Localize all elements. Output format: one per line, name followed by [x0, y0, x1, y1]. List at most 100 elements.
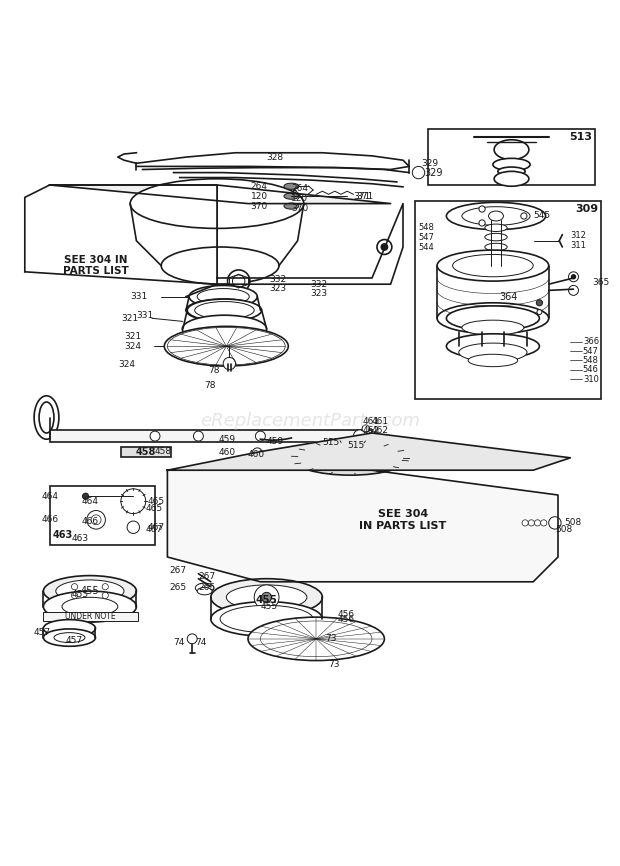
Text: 548: 548 — [418, 223, 435, 232]
Ellipse shape — [189, 286, 257, 307]
Ellipse shape — [130, 178, 304, 229]
Circle shape — [254, 585, 279, 610]
Text: 364: 364 — [499, 292, 518, 301]
Ellipse shape — [329, 451, 372, 464]
Bar — [121, 447, 170, 457]
Text: 466: 466 — [82, 516, 99, 526]
Text: 329: 329 — [425, 168, 443, 178]
Text: 324: 324 — [124, 342, 141, 351]
Text: 548: 548 — [583, 356, 599, 365]
Circle shape — [340, 438, 343, 443]
Ellipse shape — [197, 288, 249, 305]
Text: 467: 467 — [148, 523, 165, 532]
Text: 267: 267 — [198, 572, 216, 581]
Text: 455: 455 — [71, 590, 89, 598]
Circle shape — [479, 220, 485, 226]
Text: 78: 78 — [208, 365, 220, 375]
Text: 323: 323 — [270, 284, 287, 293]
Ellipse shape — [164, 326, 288, 366]
Ellipse shape — [182, 315, 267, 342]
Circle shape — [71, 584, 78, 590]
Text: 513: 513 — [569, 132, 592, 142]
Circle shape — [223, 358, 236, 370]
Text: 456: 456 — [338, 610, 355, 618]
Bar — [43, 611, 138, 622]
Text: 461: 461 — [372, 417, 389, 426]
Ellipse shape — [494, 139, 529, 159]
Ellipse shape — [522, 520, 528, 526]
Ellipse shape — [226, 585, 307, 610]
Ellipse shape — [489, 211, 503, 221]
Bar — [415, 201, 601, 399]
Text: 457: 457 — [65, 637, 82, 645]
Polygon shape — [167, 470, 558, 582]
Ellipse shape — [485, 233, 507, 241]
Bar — [428, 129, 595, 185]
Text: 515: 515 — [347, 441, 365, 450]
Ellipse shape — [446, 306, 539, 331]
Text: 515: 515 — [322, 438, 340, 448]
Circle shape — [479, 206, 485, 212]
Ellipse shape — [54, 633, 85, 643]
Circle shape — [377, 240, 392, 255]
Ellipse shape — [498, 167, 525, 176]
Text: 120: 120 — [291, 194, 309, 204]
Text: 328: 328 — [267, 152, 284, 162]
Circle shape — [536, 300, 542, 306]
Ellipse shape — [528, 520, 534, 526]
Text: 310: 310 — [583, 375, 599, 384]
Ellipse shape — [43, 629, 95, 646]
Circle shape — [87, 510, 105, 529]
Circle shape — [362, 425, 370, 432]
Text: 370: 370 — [291, 204, 309, 213]
Ellipse shape — [307, 445, 394, 470]
Ellipse shape — [195, 301, 254, 319]
Text: 545: 545 — [533, 211, 551, 221]
Text: SEE 304
IN PARTS LIST: SEE 304 IN PARTS LIST — [360, 509, 446, 531]
Ellipse shape — [34, 396, 59, 439]
Text: 459: 459 — [218, 435, 236, 443]
Circle shape — [262, 592, 272, 602]
Ellipse shape — [43, 619, 95, 637]
Text: 73: 73 — [329, 661, 340, 669]
Ellipse shape — [62, 598, 118, 616]
Text: UNDER NOTE: UNDER NOTE — [65, 612, 116, 621]
Circle shape — [102, 592, 108, 598]
Text: 371: 371 — [353, 191, 371, 201]
Ellipse shape — [43, 576, 136, 606]
Text: 324: 324 — [118, 360, 135, 369]
Ellipse shape — [446, 203, 546, 229]
Ellipse shape — [260, 621, 372, 656]
Circle shape — [102, 584, 108, 590]
Ellipse shape — [211, 578, 322, 616]
Text: 547: 547 — [583, 346, 599, 356]
Text: 457: 457 — [33, 628, 51, 637]
Circle shape — [537, 310, 542, 314]
Ellipse shape — [195, 336, 257, 356]
Ellipse shape — [298, 633, 335, 645]
Ellipse shape — [197, 587, 212, 595]
Circle shape — [330, 438, 334, 443]
Circle shape — [232, 275, 245, 288]
Circle shape — [187, 634, 197, 643]
Ellipse shape — [187, 299, 262, 321]
Text: 74: 74 — [195, 638, 206, 647]
Ellipse shape — [167, 327, 285, 365]
Text: 458: 458 — [155, 447, 172, 456]
Ellipse shape — [56, 580, 124, 602]
Ellipse shape — [453, 255, 533, 277]
Ellipse shape — [446, 333, 539, 359]
Text: 73: 73 — [326, 634, 337, 643]
Circle shape — [412, 166, 425, 178]
Circle shape — [569, 272, 578, 281]
Text: 461: 461 — [363, 417, 380, 426]
Polygon shape — [167, 433, 570, 470]
Text: 547: 547 — [418, 233, 435, 242]
Ellipse shape — [180, 332, 273, 361]
Text: SEE 304 IN
PARTS LIST: SEE 304 IN PARTS LIST — [63, 255, 129, 276]
Text: 366: 366 — [583, 338, 599, 346]
Circle shape — [127, 521, 140, 533]
Ellipse shape — [43, 591, 136, 622]
Text: 544: 544 — [418, 242, 434, 251]
Circle shape — [521, 213, 527, 219]
